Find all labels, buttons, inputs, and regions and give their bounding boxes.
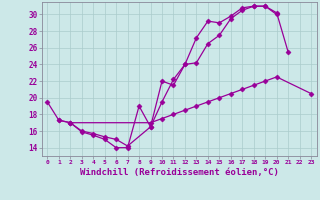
X-axis label: Windchill (Refroidissement éolien,°C): Windchill (Refroidissement éolien,°C) bbox=[80, 168, 279, 177]
